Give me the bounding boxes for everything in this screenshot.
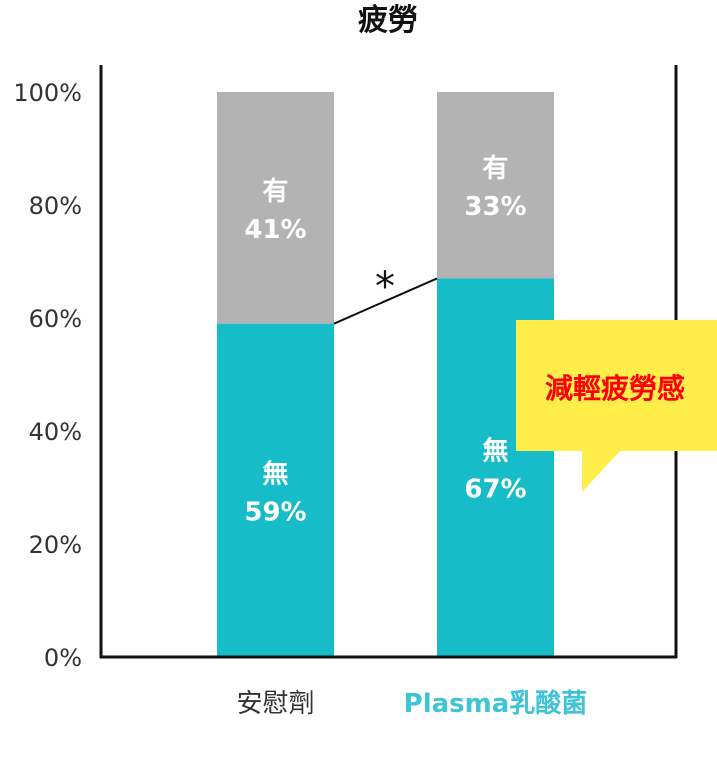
chart-title: 疲勞 [358,3,418,38]
series-label: 有 [262,177,288,207]
callout-text: 減輕疲勞感 [545,372,685,405]
callout: 減輕疲勞感 [516,320,717,492]
category-label: 安慰劑 [236,689,314,719]
bar-none-0 [217,323,334,657]
y-tick-label: 100% [13,79,82,107]
data-label: 41% [244,215,306,245]
y-tick-label: 60% [29,305,82,333]
bar-yes-0 [217,92,334,324]
data-label: 33% [464,192,526,222]
y-tick-label: 20% [29,531,82,559]
significance-line [333,277,438,325]
series-label: 有 [482,154,508,184]
callout-box [516,320,717,451]
series-label: 無 [482,437,508,467]
callout-tail [582,450,621,492]
significance-asterisk: * [375,264,395,310]
y-tick-label: 0% [44,644,82,672]
y-tick-label: 40% [29,418,82,446]
data-label: 59% [244,497,306,527]
category-label: Plasma乳酸菌 [404,689,588,719]
series-label: 無 [262,459,288,489]
y-tick-label: 80% [29,192,82,220]
data-label: 67% [464,475,526,505]
bar-yes-1 [437,92,554,279]
